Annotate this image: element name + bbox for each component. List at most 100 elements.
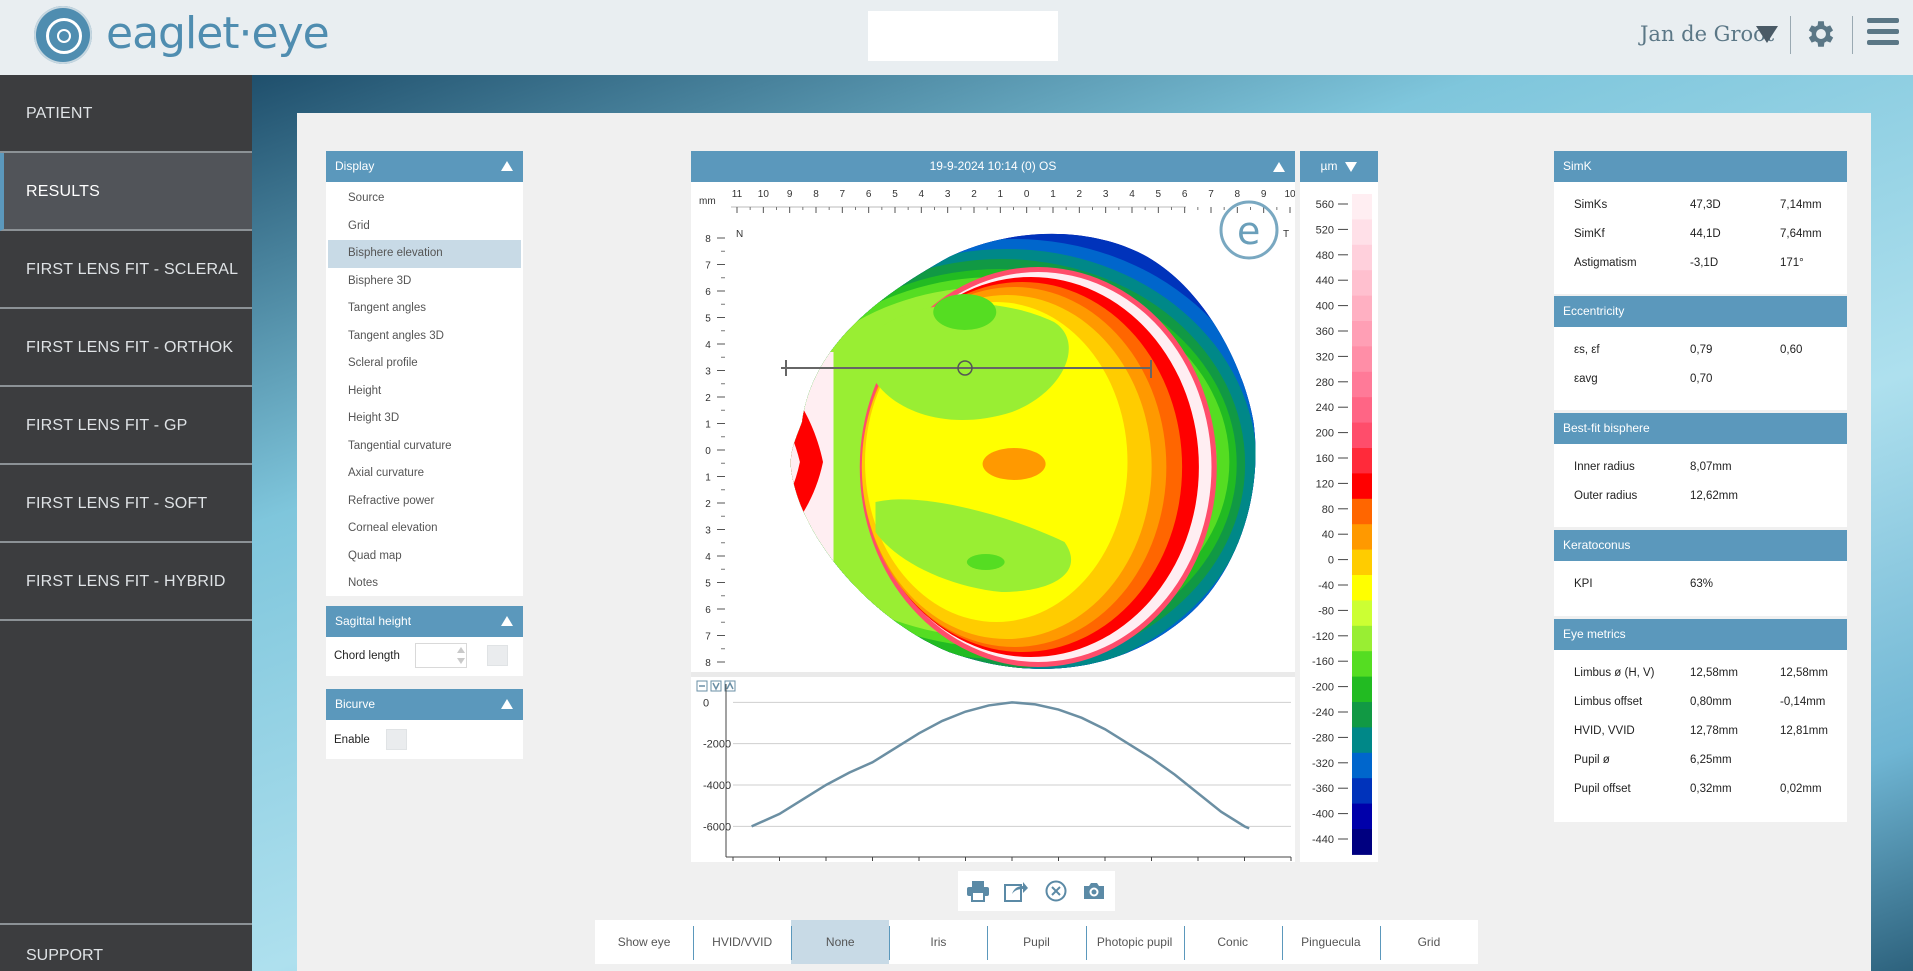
overlay-tab[interactable]: Show eye	[617, 935, 671, 949]
chord-length-apply-button[interactable]	[487, 645, 508, 666]
collapse-icon[interactable]	[1273, 162, 1285, 172]
overlay-tab[interactable]: Photopic pupil	[1096, 935, 1173, 949]
top-search-input[interactable]	[868, 11, 1058, 61]
display-item[interactable]: Height 3D	[348, 412, 400, 424]
left-tick-label: 8	[705, 234, 711, 245]
color-scale-swatch	[1352, 676, 1372, 703]
unit-dropdown[interactable]: µm	[1300, 151, 1378, 182]
eyemetrics-v2: -0,14mm	[1780, 696, 1826, 708]
bestfit-header: Best-fit bisphere	[1554, 413, 1847, 444]
collapse-icon[interactable]	[501, 161, 513, 171]
simk-panel: SimK SimKs 47,3D 7,14mm SimKf 44,1D 7,64mm Ast…	[1554, 151, 1847, 294]
overlay-tab[interactable]: Iris	[930, 935, 947, 949]
color-scale-label: 0	[1328, 555, 1334, 567]
sagittal-height-title: Sagittal height	[335, 614, 412, 628]
color-scale-label: 160	[1316, 453, 1334, 465]
overlay-tab[interactable]: Pupil	[1023, 935, 1050, 949]
display-item[interactable]: Corneal elevation	[348, 522, 438, 534]
display-item[interactable]: Tangential curvature	[348, 439, 452, 452]
display-item[interactable]: Refractive power	[348, 494, 435, 507]
left-tick-label: 5	[705, 579, 711, 590]
color-scale-swatch	[1352, 803, 1372, 830]
display-item[interactable]: Bisphere 3D	[348, 274, 412, 287]
overlay-tab[interactable]: Conic	[1217, 935, 1249, 949]
sagittal-height-header[interactable]: Sagittal height	[326, 606, 523, 637]
axis-unit-label: mm	[699, 196, 716, 207]
top-tick-label: 7	[840, 189, 846, 200]
map-title: 19-9-2024 10:14 (0) OS	[929, 159, 1057, 173]
top-tick-label: 0	[1024, 189, 1030, 200]
color-scale-swatch	[1352, 778, 1372, 805]
map-header[interactable]: 19-9-2024 10:14 (0) OS	[691, 151, 1295, 182]
sidebar-item-support[interactable]: SUPPORT	[0, 923, 252, 971]
display-item[interactable]: Quad map	[348, 549, 402, 562]
share-icon[interactable]	[1004, 880, 1028, 902]
sidebar-item-first-lens-fit-gp[interactable]: FIRST LENS FIT - GP	[0, 387, 252, 465]
user-name[interactable]: Jan de Groot	[1640, 22, 1775, 46]
display-item[interactable]: Axial curvature	[348, 467, 425, 479]
top-tick-label: 5	[892, 189, 898, 200]
user-dropdown-caret-icon[interactable]	[1756, 26, 1778, 43]
display-item[interactable]: Scleral profile	[348, 357, 418, 369]
display-item[interactable]: Tangent angles	[348, 302, 427, 314]
bestfit-label: Inner radius	[1574, 461, 1635, 473]
keratoconus-v1: 63%	[1690, 578, 1714, 590]
top-tick-label: 1	[998, 189, 1004, 200]
overlay-tab[interactable]: Grid	[1417, 935, 1441, 949]
bicurve-enable-checkbox[interactable]	[386, 729, 407, 750]
color-scale-label: -400	[1312, 809, 1334, 821]
display-item[interactable]: Source	[348, 192, 385, 204]
hamburger-menu-icon[interactable]	[1867, 18, 1899, 50]
keratoconus-header: Keratoconus	[1554, 530, 1847, 561]
camera-icon[interactable]	[1082, 880, 1106, 902]
bicurve-header[interactable]: Bicurve	[326, 689, 523, 720]
overlay-tabs: Show eye HVID/VVID None Iris Pupil Photopic p…	[595, 920, 1478, 964]
color-scale-swatch	[1352, 829, 1372, 855]
color-scale-label: -200	[1312, 682, 1334, 694]
overlay-tab[interactable]: None	[791, 920, 890, 964]
print-icon[interactable]	[966, 880, 990, 902]
color-scale: 560 520 480 440 400 360 320 280 240 200 160 120 80 40…	[1300, 182, 1378, 862]
overlay-tab[interactable]: HVID/VVID	[712, 935, 773, 949]
enable-label: Enable	[334, 734, 370, 746]
sidebar-item-results[interactable]: RESULTS	[0, 153, 252, 231]
sidebar-item-first-lens-fit-scleral[interactable]: FIRST LENS FIT - SCLERAL	[0, 231, 252, 309]
collapse-icon[interactable]	[501, 616, 513, 626]
display-item[interactable]: Tangent angles 3D	[348, 329, 444, 342]
sidebar-item-patient[interactable]: PATIENT	[0, 75, 252, 153]
display-item[interactable]: Height	[348, 384, 382, 397]
tab-divider	[889, 926, 891, 960]
color-scale-label: 200	[1316, 428, 1334, 440]
sidebar-item-first-lens-fit-orthok[interactable]: FIRST LENS FIT - ORTHOK	[0, 309, 252, 387]
eccentricity-label: εavg	[1574, 373, 1598, 385]
eccentricity-title: Eccentricity	[1563, 304, 1625, 318]
display-item[interactable]: Notes	[348, 577, 379, 589]
sidebar-item-first-lens-fit-hybrid[interactable]: FIRST LENS FIT - HYBRID	[0, 543, 252, 621]
display-panel-header[interactable]: Display	[326, 151, 523, 182]
eccentricity-v2: 0,60	[1780, 344, 1803, 356]
color-scale-label: -40	[1318, 580, 1334, 592]
sidebar-item-first-lens-fit-soft[interactable]: FIRST LENS FIT - SOFT	[0, 465, 252, 543]
eyemetrics-v2: 12,81mm	[1780, 725, 1828, 737]
color-scale-swatch	[1352, 321, 1372, 347]
close-circle-icon[interactable]	[1044, 880, 1068, 902]
logo-icon	[34, 6, 92, 64]
chevron-down-icon	[1345, 161, 1358, 172]
collapse-icon[interactable]	[501, 699, 513, 709]
eyemetrics-label: Pupil offset	[1574, 783, 1631, 795]
tab-divider	[693, 926, 695, 960]
color-scale-swatch	[1352, 702, 1372, 728]
header-divider	[1852, 16, 1853, 54]
map-toolbar	[958, 871, 1115, 911]
gear-icon[interactable]	[1804, 17, 1838, 51]
display-item[interactable]: Grid	[348, 219, 370, 232]
profile-view-controls[interactable]	[696, 680, 736, 692]
chord-length-stepper-icon[interactable]	[456, 644, 466, 667]
color-scale-label: 120	[1316, 478, 1334, 490]
eccentricity-row: εs, εf 0,79 0,60	[1554, 336, 1847, 365]
overlay-tab[interactable]: Pinguecula	[1301, 935, 1361, 949]
display-item[interactable]: Bisphere elevation	[328, 240, 521, 268]
elevation-map[interactable]: mm 11 10 9 8 7 6 5 4 3 2 1 0 1 2 3 4 5 6 7 8 9 10 87654321012…	[691, 182, 1297, 876]
chord-length-input[interactable]	[415, 643, 467, 668]
top-tick-label: 2	[971, 189, 977, 200]
